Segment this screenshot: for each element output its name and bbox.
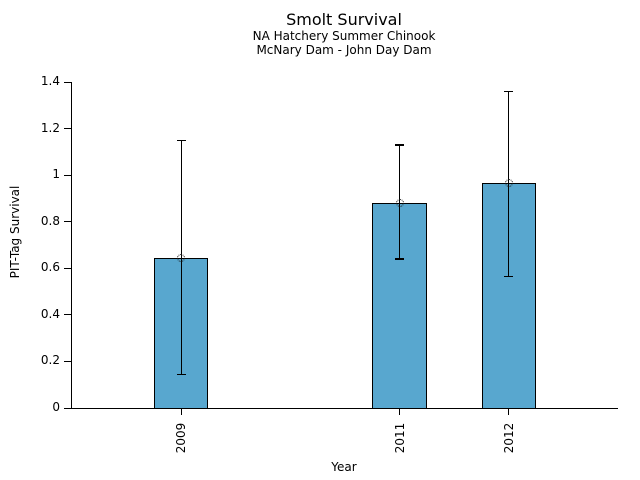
error-bar-cap-top xyxy=(176,139,186,141)
error-bar-cap-bottom xyxy=(504,275,514,278)
point-marker xyxy=(177,253,186,262)
x-tick-label: 2012 xyxy=(501,422,516,454)
y-tick-label: 0.8 xyxy=(40,213,60,228)
y-tick-label: 1.2 xyxy=(40,120,60,135)
y-tick-mark xyxy=(64,267,72,269)
y-tick-mark xyxy=(64,360,72,362)
plot-area: 0 0.2 0.4 0.6 0.8 1 1.2 1.4 2009 2011 2012 xyxy=(41,74,618,453)
y-tick-label: 1 xyxy=(52,167,60,182)
y-tick-label: 0.2 xyxy=(40,353,60,368)
y-tick-label: 0.6 xyxy=(40,260,60,275)
y-tick-mark xyxy=(64,128,72,130)
error-bar-cap-bottom xyxy=(395,258,405,260)
x-tick-label: 2011 xyxy=(392,422,407,454)
y-tick-mark xyxy=(64,221,72,223)
x-tick-mark xyxy=(399,408,401,415)
chart-subtitle-line1: NA Hatchery Summer Chinook xyxy=(252,29,436,43)
error-bar-cap-top xyxy=(395,144,405,146)
y-tick-label: 0.4 xyxy=(40,306,60,321)
chart-subtitle-line2: McNary Dam - John Day Dam xyxy=(256,43,432,57)
error-bar-cap-bottom xyxy=(176,373,186,375)
point-marker xyxy=(395,199,404,208)
error-bar-cap-top xyxy=(504,90,514,92)
y-tick-mark xyxy=(64,407,72,409)
x-axis-label: Year xyxy=(331,460,357,474)
point-marker xyxy=(504,179,513,188)
y-tick-mark xyxy=(64,314,72,316)
x-tick-mark xyxy=(180,408,182,415)
y-tick-mark xyxy=(64,81,72,83)
y-tick-mark xyxy=(64,174,72,176)
x-tick-mark xyxy=(508,408,510,415)
chart-title: Smolt Survival xyxy=(286,10,402,29)
x-tick-label: 2009 xyxy=(174,422,189,454)
y-tick-label: 1.4 xyxy=(40,74,60,88)
y-tick-label: 0 xyxy=(52,400,60,414)
